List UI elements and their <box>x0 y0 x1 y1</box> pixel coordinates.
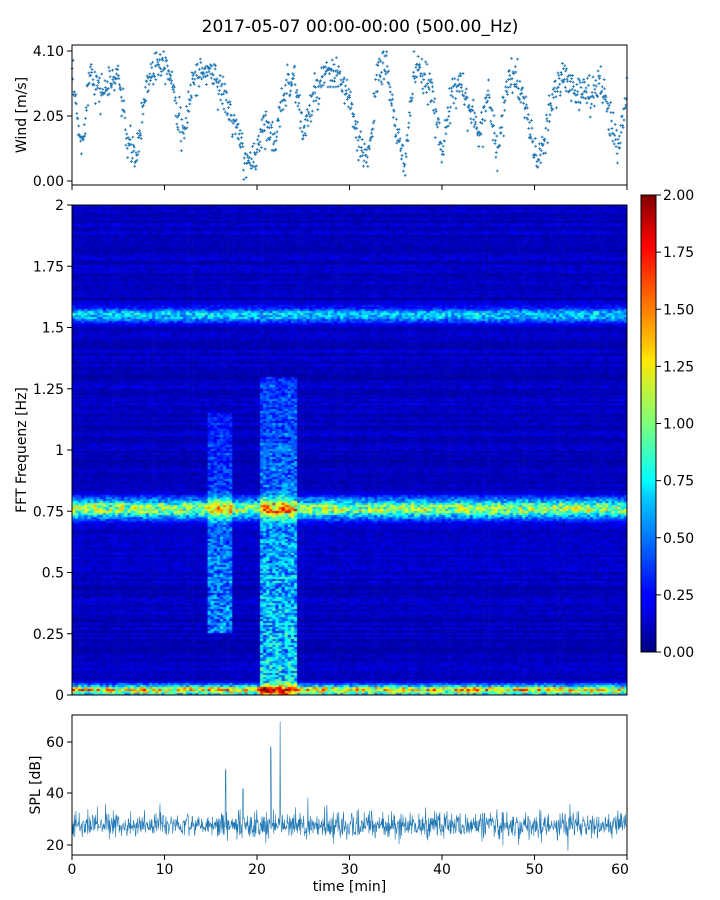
spectrogram-panel: 0 0.25 0.5 0.75 1 1.25 1.5 1.75 2 FFT Fr… <box>14 198 628 704</box>
wind-y-ticks: 4.10 2.05 0.00 <box>33 44 72 190</box>
spl-xtick-label: 0 <box>68 862 77 878</box>
colorbar-tick-label: 1.50 <box>663 302 694 318</box>
wind-scatter-points <box>70 50 629 181</box>
spec-ytick-label: 0.5 <box>42 566 64 582</box>
colorbar-tick-label: 1.25 <box>663 359 694 375</box>
spec-ytick-label: 1 <box>55 443 64 459</box>
spl-panel: 20 40 60 0 10 20 30 40 50 60 SPL [dB] ti… <box>28 714 629 895</box>
spectrogram-y-axis-label: FFT Frequenz [Hz] <box>14 387 30 513</box>
spl-y-ticks: 20 40 60 <box>46 735 72 854</box>
spl-ytick-label: 60 <box>46 735 64 751</box>
spectrogram-y-ticks: 0 0.25 0.5 0.75 1 1.25 1.5 1.75 2 <box>33 198 72 704</box>
spl-xtick-label: 50 <box>526 862 544 878</box>
spl-x-axis-label: time [min] <box>313 879 386 895</box>
colorbar-tick-label: 1.75 <box>663 245 694 261</box>
spl-line-series <box>71 721 628 851</box>
colorbar-gradient <box>641 195 656 652</box>
spectrogram-image <box>72 205 627 695</box>
colorbar-tick-label: 0.00 <box>663 645 694 661</box>
wind-x-ticks <box>71 185 628 190</box>
spec-ytick-label: 1.25 <box>33 382 64 398</box>
spec-ytick-label: 1.5 <box>42 321 64 337</box>
wind-ytick-label: 4.10 <box>33 44 64 60</box>
spec-ytick-label: 0 <box>55 688 64 704</box>
spl-x-ticks: 0 10 20 30 40 50 60 <box>68 855 629 878</box>
spl-ytick-label: 20 <box>46 838 64 854</box>
wind-ytick-label: 2.05 <box>33 109 64 125</box>
spl-ytick-label: 40 <box>46 786 64 802</box>
colorbar-ticks: 0.00 0.25 0.50 0.75 1.00 1.25 1.50 1.75 … <box>656 188 694 661</box>
figure-title: 2017-05-07 00:00-00:00 (500.00_Hz) <box>202 17 519 37</box>
spec-ytick-label: 2 <box>55 198 64 214</box>
colorbar-tick-label: 0.25 <box>663 588 694 604</box>
spl-line <box>71 721 628 851</box>
spl-xtick-label: 60 <box>611 862 629 878</box>
spec-ytick-label: 0.25 <box>33 627 64 643</box>
colorbar-tick-label: 2.00 <box>663 188 694 204</box>
spl-xtick-label: 30 <box>341 862 359 878</box>
spl-y-axis-label: SPL [dB] <box>28 756 44 815</box>
spec-ytick-label: 1.75 <box>33 259 64 275</box>
spl-xtick-label: 20 <box>248 862 266 878</box>
spec-ytick-label: 0.75 <box>33 504 64 520</box>
colorbar-tick-label: 1.00 <box>663 417 694 433</box>
wind-panel: 4.10 2.05 0.00 Wind [m/s] <box>14 44 629 190</box>
colorbar-tick-label: 0.50 <box>663 531 694 547</box>
wind-scatter-marks <box>70 50 629 181</box>
spl-xtick-label: 10 <box>156 862 174 878</box>
wind-y-axis-label: Wind [m/s] <box>14 77 30 153</box>
colorbar-tick-label: 0.75 <box>663 474 694 490</box>
spl-xtick-label: 40 <box>433 862 451 878</box>
colorbar: 0.00 0.25 0.50 0.75 1.00 1.25 1.50 1.75 … <box>640 188 694 661</box>
wind-ytick-label: 0.00 <box>33 174 64 190</box>
